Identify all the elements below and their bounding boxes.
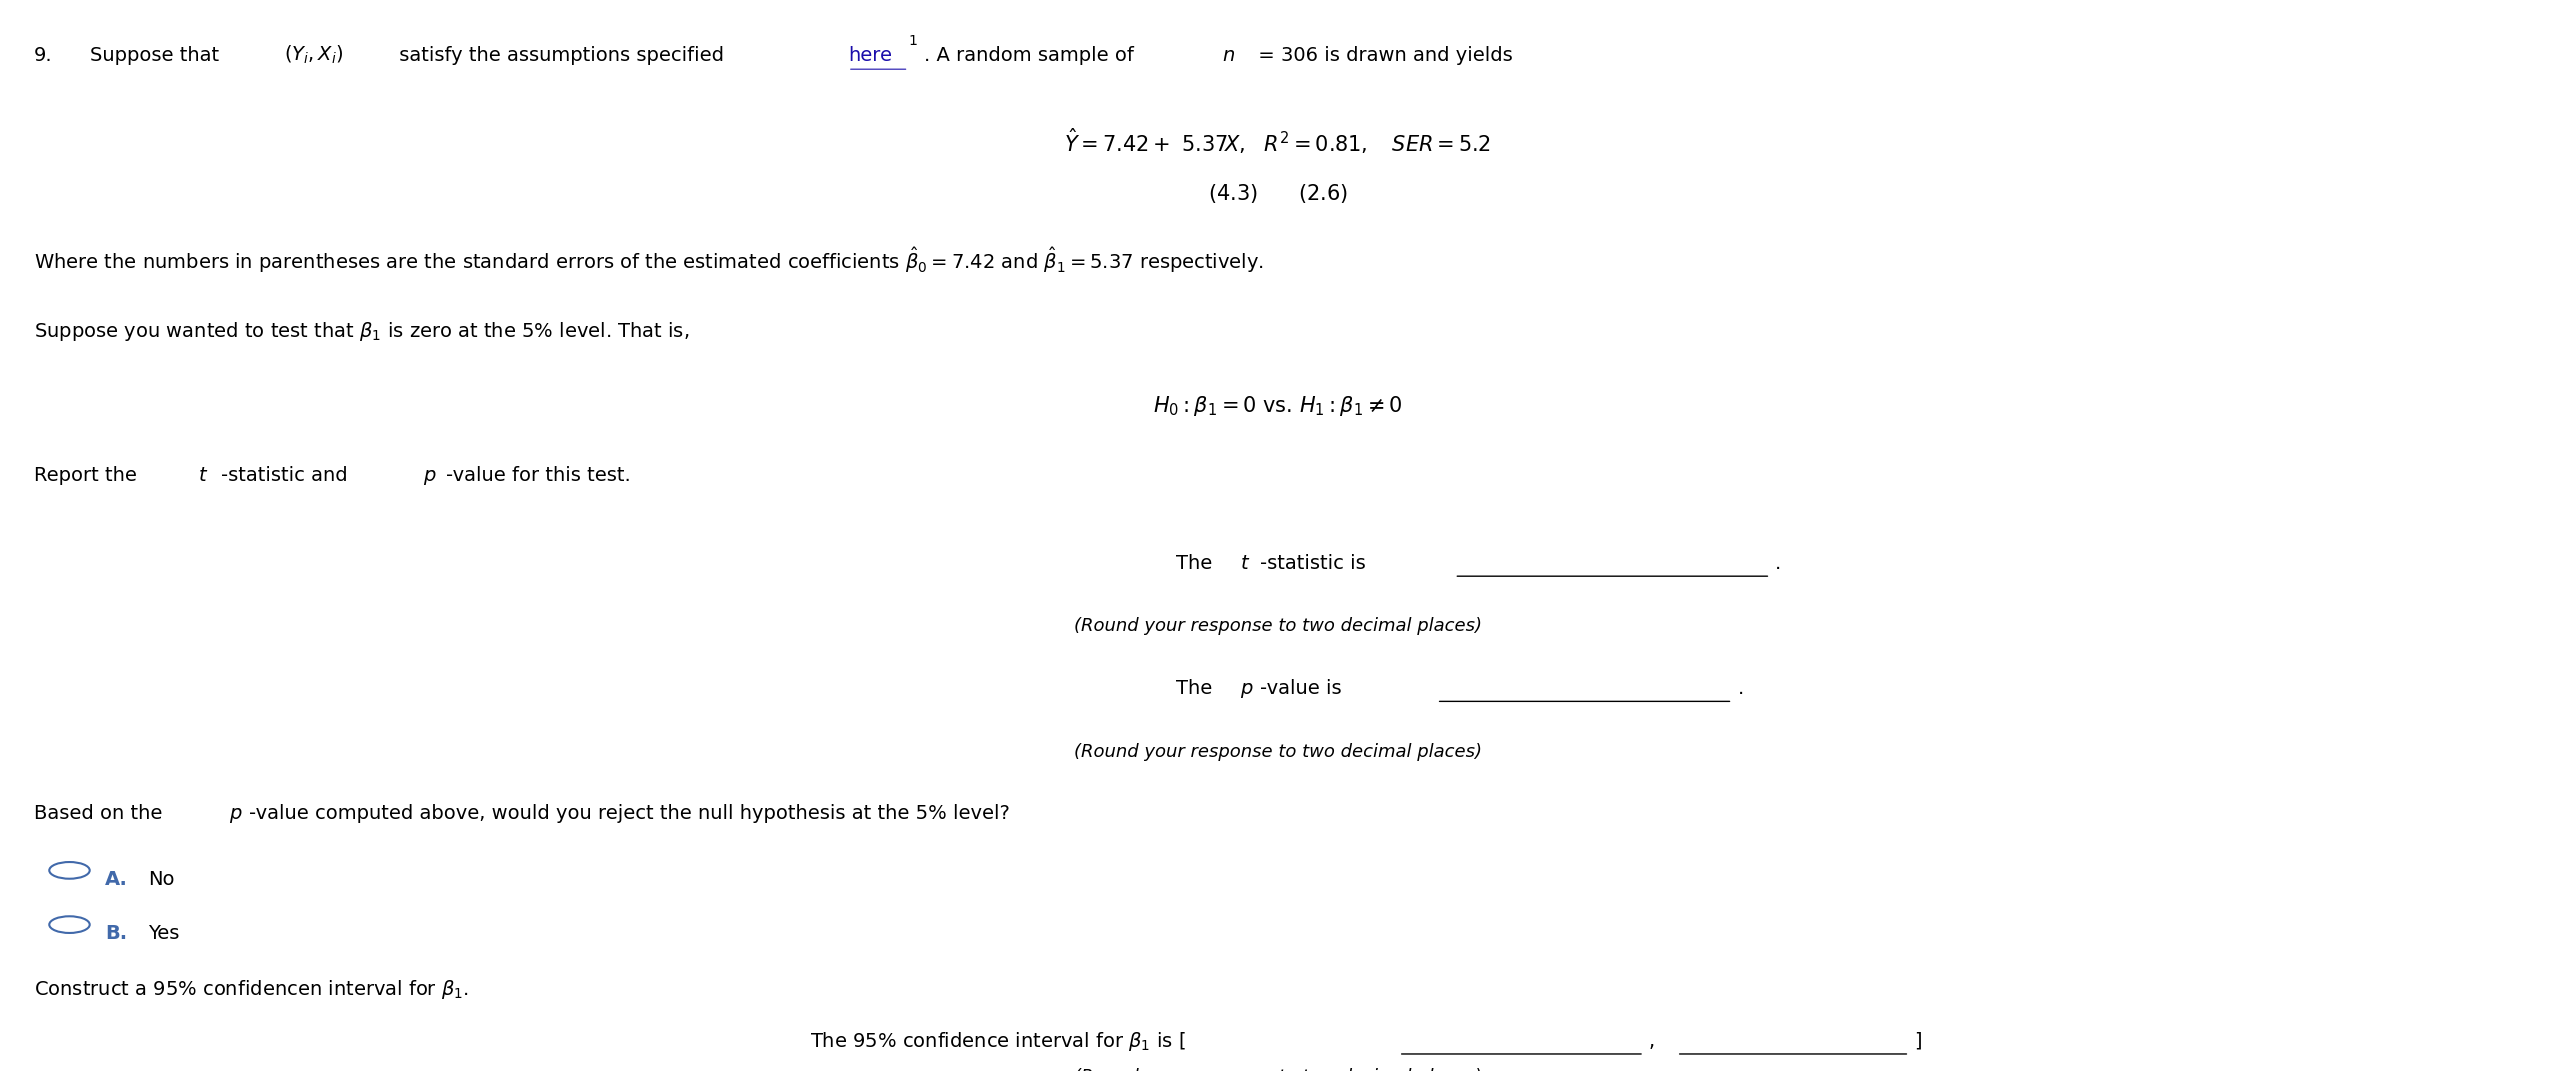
Text: Construct a 95% confidencen interval for $\beta_1$.: Construct a 95% confidencen interval for… bbox=[33, 978, 470, 1000]
Text: $(Y_i, X_i)$: $(Y_i, X_i)$ bbox=[284, 44, 345, 66]
Text: (Round your response to two decimal places): (Round your response to two decimal plac… bbox=[1073, 1068, 1482, 1071]
Text: 1: 1 bbox=[910, 34, 917, 48]
Text: $t$: $t$ bbox=[1239, 554, 1249, 573]
Text: satisfy the assumptions specified: satisfy the assumptions specified bbox=[393, 46, 731, 65]
Text: $H_0: \beta_1 = 0$ vs. $H_1: \beta_1 \neq 0$: $H_0: \beta_1 = 0$ vs. $H_1: \beta_1 \ne… bbox=[1152, 394, 1403, 419]
Text: $p$: $p$ bbox=[424, 468, 437, 487]
Text: -statistic and: -statistic and bbox=[222, 466, 355, 485]
Text: The: The bbox=[1175, 554, 1219, 573]
Text: Yes: Yes bbox=[148, 924, 179, 944]
Text: ]: ] bbox=[1914, 1031, 1921, 1051]
Text: .: . bbox=[1776, 554, 1781, 573]
Text: .: . bbox=[1737, 679, 1743, 698]
Text: 9.: 9. bbox=[33, 46, 54, 65]
Text: $t$: $t$ bbox=[199, 466, 210, 485]
Text: -value computed above, would you reject the null hypothesis at the 5% level?: -value computed above, would you reject … bbox=[248, 804, 1009, 824]
Text: (Round your response to two decimal places): (Round your response to two decimal plac… bbox=[1073, 618, 1482, 635]
Text: = 306 is drawn and yields: = 306 is drawn and yields bbox=[1252, 46, 1513, 65]
Text: $(4.3)\quad\quad (2.6)$: $(4.3)\quad\quad (2.6)$ bbox=[1209, 182, 1346, 205]
Text: Suppose you wanted to test that $\beta_1$ is zero at the 5% level. That is,: Suppose you wanted to test that $\beta_1… bbox=[33, 320, 690, 344]
Text: $p$: $p$ bbox=[230, 806, 243, 826]
Text: (Round your response to two decimal places): (Round your response to two decimal plac… bbox=[1073, 742, 1482, 760]
Text: -statistic is: -statistic is bbox=[1260, 554, 1364, 573]
Text: here: here bbox=[848, 46, 892, 65]
Text: Report the: Report the bbox=[33, 466, 143, 485]
Text: B.: B. bbox=[105, 924, 128, 944]
Text: ,: , bbox=[1648, 1031, 1656, 1051]
Text: A.: A. bbox=[105, 870, 128, 889]
Text: $p$: $p$ bbox=[1239, 681, 1252, 700]
Text: Where the numbers in parentheses are the standard errors of the estimated coeffi: Where the numbers in parentheses are the… bbox=[33, 245, 1265, 275]
Text: The: The bbox=[1175, 679, 1219, 698]
Text: . A random sample of: . A random sample of bbox=[925, 46, 1140, 65]
Text: Based on the: Based on the bbox=[33, 804, 169, 824]
Text: -value is: -value is bbox=[1260, 679, 1341, 698]
Text: $\hat{Y}= 7.42 +\ 5.37X,\ \ R^2 = 0.81,\ \ \ SER = 5.2$: $\hat{Y}= 7.42 +\ 5.37X,\ \ R^2 = 0.81,\… bbox=[1065, 126, 1490, 155]
Text: The 95% confidence interval for $\beta_1$ is [: The 95% confidence interval for $\beta_1… bbox=[810, 1029, 1186, 1053]
Text: -value for this test.: -value for this test. bbox=[447, 466, 631, 485]
Text: $n$: $n$ bbox=[1221, 46, 1234, 65]
Text: Suppose that: Suppose that bbox=[89, 46, 225, 65]
Text: No: No bbox=[148, 870, 174, 889]
